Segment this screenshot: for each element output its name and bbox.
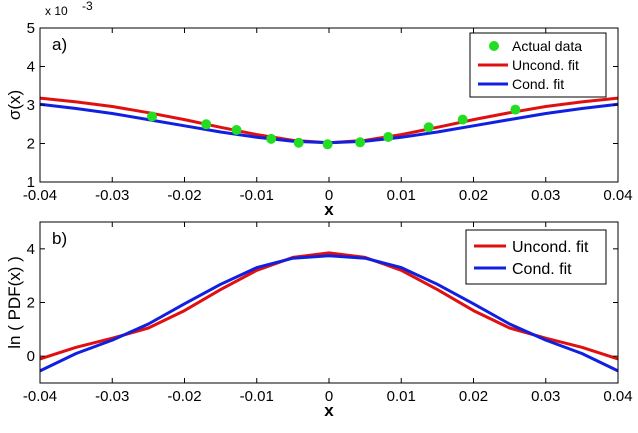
x-tick-label: 0.01 <box>387 187 416 204</box>
x-tick-label: 0.02 <box>459 388 488 405</box>
y-axis-label: σ(x) <box>5 90 24 120</box>
data-point <box>322 139 333 150</box>
data-point <box>510 104 521 115</box>
series-line-cond-fit <box>39 254 619 373</box>
x-tick-label: 0.03 <box>531 388 560 405</box>
x-tick-label: 0 <box>325 187 333 204</box>
panel-label: a) <box>52 35 67 54</box>
data-point <box>266 133 277 144</box>
x-axis-label: x <box>324 401 334 420</box>
x-tick-label: -0.04 <box>23 388 57 405</box>
legend-label: Uncond. fit <box>512 57 579 73</box>
legend: Uncond. fit Cond. fit <box>465 229 607 285</box>
legend-label: Uncond. fit <box>512 239 589 256</box>
data-point <box>293 137 304 148</box>
y-tick-label: 4 <box>27 241 35 258</box>
data-point <box>383 132 394 142</box>
x-tick-label: -0.03 <box>95 187 129 204</box>
x-tick-label: 0.04 <box>603 187 632 204</box>
x-axis-label: x <box>324 200 334 219</box>
y-tick-label: 0 <box>27 348 35 365</box>
y-tick-label: 1 <box>27 174 35 191</box>
series-group <box>39 251 619 373</box>
y-tick-label: 4 <box>27 59 35 76</box>
x-tick-label: 0 <box>325 388 333 405</box>
series-group <box>39 96 619 150</box>
x-tick-label: 0.01 <box>387 388 416 405</box>
y-tick-label: 5 <box>27 20 35 37</box>
x-tick-label: -0.02 <box>167 388 201 405</box>
y-multiplier: x 10 <box>45 4 68 18</box>
x-tick-label: -0.04 <box>23 187 57 204</box>
x-tick-label: -0.03 <box>95 388 129 405</box>
x-tick-label: -0.02 <box>167 187 201 204</box>
legend-label: Cond. fit <box>512 261 572 278</box>
x-tick-label: 0.03 <box>531 187 560 204</box>
y-multiplier-exponent: -3 <box>82 0 93 13</box>
legend-label: Actual data <box>512 38 582 54</box>
data-point <box>147 111 157 122</box>
panel-a-chart: -0.04 -0.03 -0.02 -0.01 0 0.01 0.02 0.03 0.04 1 2 3… <box>5 0 633 219</box>
legend-label: Cond. fit <box>512 76 564 92</box>
data-point <box>457 114 468 125</box>
data-point <box>355 137 366 148</box>
series-line-uncond-fit <box>39 251 619 361</box>
y-tick-label: 2 <box>27 136 35 153</box>
panel-label: b) <box>52 229 67 248</box>
legend-marker <box>489 41 499 51</box>
legend: Actual data Uncond. fit Cond. fit <box>469 32 607 98</box>
y-tick-label: 3 <box>27 97 35 114</box>
legend-box <box>465 229 607 285</box>
data-point <box>201 119 212 130</box>
x-tick-label: -0.01 <box>240 187 274 204</box>
data-point <box>423 122 434 133</box>
y-tick-label: 2 <box>27 295 35 312</box>
x-tick-label: 0.02 <box>459 187 488 204</box>
y-axis-label: ln ( PDF(x) ) <box>5 256 24 349</box>
x-tick-label: -0.01 <box>240 388 274 405</box>
data-point <box>231 125 242 135</box>
panel-b-chart: -0.04 -0.03 -0.02 -0.01 0 0.01 0.02 0.03 0.04 0 2 4… <box>5 221 633 420</box>
x-tick-label: 0.04 <box>603 388 632 405</box>
